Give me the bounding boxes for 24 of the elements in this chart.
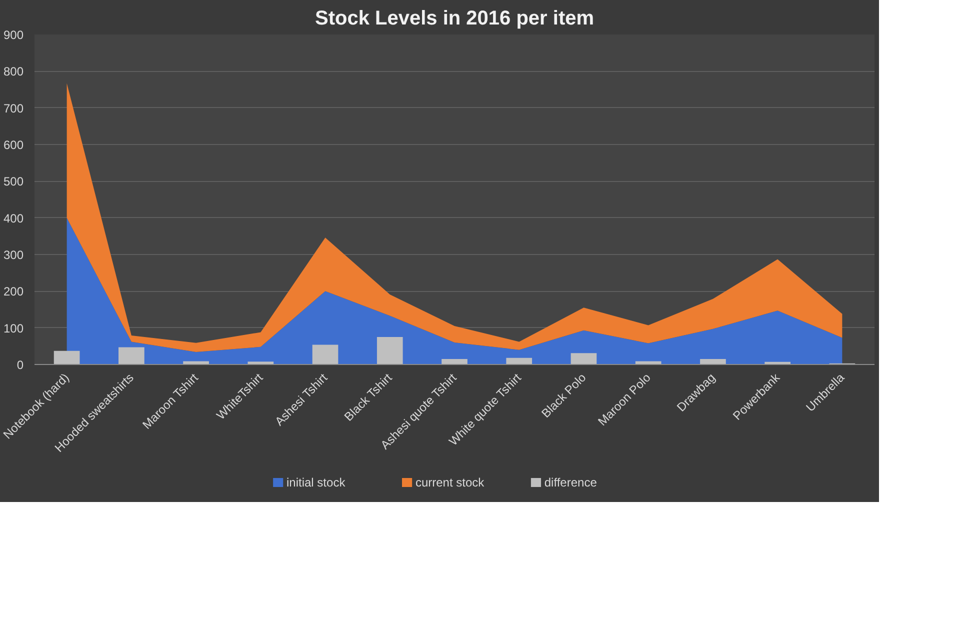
y-tick-label: 700 [3,101,24,116]
legend-label: difference [544,476,598,490]
bar [442,359,468,364]
legend-label: initial stock [286,476,346,490]
bar [312,344,338,364]
y-tick-label: 500 [3,174,24,189]
bar [118,347,144,364]
bar [376,337,403,364]
bar [183,361,209,364]
y-tick-label: 900 [3,28,24,42]
y-tick-label: 100 [3,321,24,336]
bar [635,361,662,364]
y-tick-label: 0 [16,358,24,372]
bar [570,353,597,364]
bar [506,358,532,364]
bar [700,359,726,364]
bar [54,350,80,364]
legend-label: current stock [415,476,486,490]
y-tick-label: 300 [3,248,24,262]
y-tick-label: 400 [3,211,24,226]
y-tick-label: 200 [3,284,24,299]
y-tick-label: 600 [3,138,24,152]
chart-title: Stock Levels in 2016 per item [314,8,594,30]
y-tick-label: 800 [3,64,24,79]
